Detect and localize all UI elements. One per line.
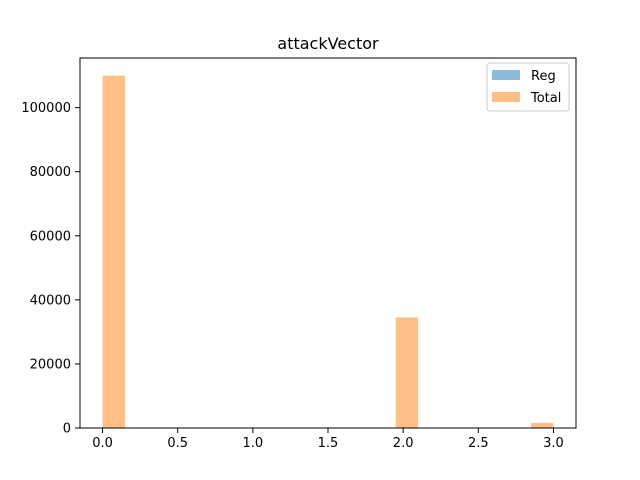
legend: Reg Total [486, 62, 570, 112]
axes-layer: 0.0 0.5 1.0 1.5 2.0 2.5 3.0 0 20000 40000 60000 800… [21, 57, 577, 451]
y-tick-label: 20000 [30, 357, 71, 372]
x-tick-label: 0.0 [92, 436, 113, 451]
legend-swatch-total [492, 92, 520, 102]
legend-label-reg: Reg [531, 69, 556, 84]
y-tick-label: 40000 [30, 293, 71, 308]
plot-frame [79, 57, 577, 429]
y-tick-label: 0 [63, 422, 71, 437]
legend-swatch-reg [492, 70, 520, 80]
x-tick-label: 1.5 [318, 436, 339, 451]
legend-label-total: Total [530, 91, 561, 106]
y-tick-label: 60000 [30, 229, 71, 244]
bar-total-1 [395, 317, 419, 428]
x-tick-label: 3.0 [543, 436, 564, 451]
x-tick-label: 0.5 [167, 436, 188, 451]
y-tick-label: 80000 [30, 165, 71, 180]
x-tick-label: 2.0 [393, 436, 414, 451]
bars-layer [102, 75, 554, 429]
x-tick-label: 1.0 [243, 436, 264, 451]
chart-title: attackVector [277, 34, 379, 53]
bar-total-2 [530, 422, 554, 428]
bar-total-0 [102, 75, 126, 429]
x-tick-label: 2.5 [468, 436, 489, 451]
y-tick-label: 100000 [21, 101, 71, 116]
